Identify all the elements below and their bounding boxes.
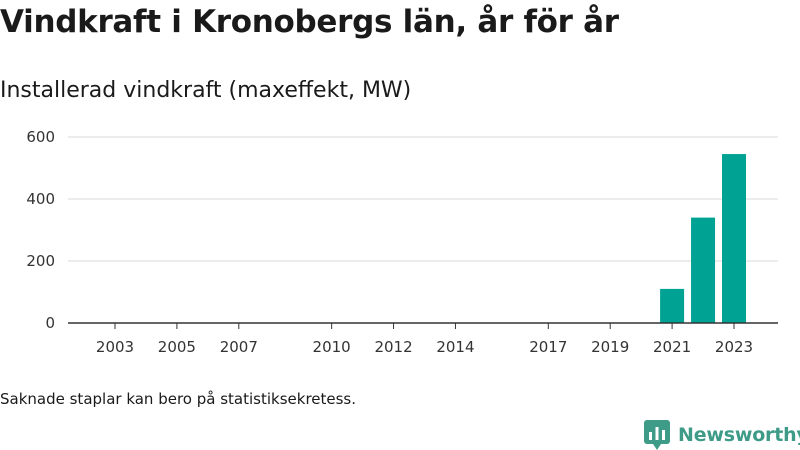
chart-subtitle: Installerad vindkraft (maxeffekt, MW) <box>0 78 412 103</box>
bar-chart: 0 200 400 600 2003 2005 2007 2010 2012 2014 2017 20… <box>26 128 778 356</box>
x-tick-label: 2021 <box>653 338 691 356</box>
x-tick-label: 2010 <box>313 338 351 356</box>
x-tick-label: 2003 <box>96 338 134 356</box>
x-tick-label: 2014 <box>436 338 474 356</box>
bar-2022 <box>691 217 716 323</box>
x-tick-label: 2005 <box>158 338 196 356</box>
x-tick-label: 2019 <box>591 338 629 356</box>
chart-title: Vindkraft i Kronobergs län, år för år <box>0 4 619 40</box>
y-tick-label: 200 <box>26 252 55 270</box>
brand-logo: Newsworthy <box>644 420 800 450</box>
x-tick-label: 2023 <box>715 338 753 356</box>
bar-2023 <box>722 154 746 323</box>
x-tick-label: 2012 <box>374 338 412 356</box>
brand-name: Newsworthy <box>678 424 800 446</box>
x-tick-label: 2017 <box>529 338 567 356</box>
bar-chart-icon <box>644 420 670 450</box>
footnote: Saknade staplar kan bero på statistiksek… <box>0 390 357 408</box>
x-tick-label: 2007 <box>220 338 258 356</box>
y-tick-label: 400 <box>26 190 55 208</box>
bar-2021 <box>660 288 685 323</box>
y-tick-label: 600 <box>26 128 55 146</box>
y-tick-label: 0 <box>45 314 55 332</box>
